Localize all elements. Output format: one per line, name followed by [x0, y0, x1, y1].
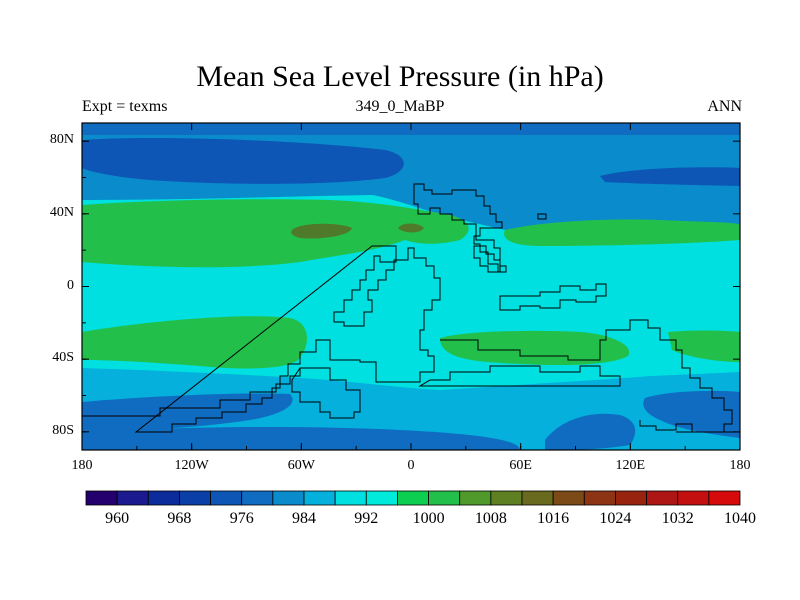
lat-tick-label: 80S [52, 422, 74, 438]
field-south-high-east [668, 330, 740, 362]
field-north-high-core-2 [398, 223, 424, 233]
colorbar-swatch [334, 490, 367, 506]
lon-tick-label: 180 [71, 458, 93, 473]
outline-asia-east [499, 283, 607, 311]
time-label: 349_0_MaBP [355, 98, 445, 115]
colorbar-swatch [583, 490, 616, 506]
colorbar-label: 1024 [599, 510, 632, 527]
outline-south-america-tip [291, 367, 361, 419]
lat-tick-label: 40S [52, 350, 74, 366]
colorbar-swatch [708, 490, 741, 506]
colorbar-label: 1032 [661, 510, 694, 527]
colorbar-label: 960 [105, 510, 130, 527]
outline-antarctic-west [82, 368, 301, 417]
colorbar-swatch [85, 490, 118, 506]
field-north-deep-1 [82, 138, 404, 184]
season-label: ANN [707, 98, 742, 115]
field-south-deep-2 [545, 413, 636, 450]
colorbar-swatch [490, 490, 523, 506]
plot-title: Mean Sea Level Pressure (in hPa) [196, 60, 604, 93]
field-south-high-west [82, 316, 308, 369]
continent-outlines [82, 183, 740, 433]
colorbar-label: 1016 [537, 510, 570, 527]
colorbar-label: 1000 [412, 510, 445, 527]
field-south-high-mid [440, 330, 630, 366]
colorbar-swatch [428, 490, 461, 506]
colorbar-swatch [241, 490, 274, 506]
experiment-label: Expt = texms [82, 98, 168, 115]
colorbar-swatch [552, 490, 585, 506]
colorbar-label: 1008 [474, 510, 507, 527]
lon-tick-label: 180 [729, 458, 751, 473]
lat-tick-label: 80N [49, 132, 74, 148]
outline-australia-strip [418, 365, 621, 387]
colorbar-swatch [521, 490, 554, 506]
outline-africa-europe [413, 183, 507, 273]
colorbar-swatch [147, 490, 180, 506]
axis-ticks [81, 123, 741, 450]
colorbar [85, 490, 741, 506]
colorbar-swatch [397, 490, 429, 506]
colorbar-label: 1040 [724, 510, 756, 527]
lat-tick-label: 40N [49, 204, 74, 220]
lon-tick-label: 120W [174, 458, 209, 473]
field-north-deep-2 [600, 167, 740, 186]
field-north-high [82, 199, 469, 268]
outline-antarctic-mid [440, 319, 733, 433]
colorbar-swatch [116, 490, 149, 506]
colorbar-swatch [210, 490, 243, 506]
colorbar-swatch [179, 490, 211, 506]
colorbar-label: 992 [354, 510, 379, 527]
colorbar-swatch [677, 490, 710, 506]
field-north-high-east [504, 219, 740, 246]
colorbar-swatch [303, 490, 336, 506]
field-south-deep-1 [82, 393, 293, 432]
outline-americas [134, 245, 441, 433]
colorbar-swatch [365, 490, 398, 506]
outline-islands-ne [473, 245, 501, 273]
lon-tick-label: 0 [407, 458, 415, 473]
lon-tick-label: 120E [615, 458, 646, 473]
field-south-deep-3 [643, 390, 740, 438]
colorbar-swatch [646, 490, 679, 506]
colorbar-label: 976 [229, 510, 254, 527]
colorbar-swatch [615, 490, 647, 506]
colorbar-swatch [459, 490, 492, 506]
colorbar-label: 968 [167, 510, 192, 527]
colorbar-label: 984 [292, 510, 316, 527]
outline-small-island [537, 213, 547, 220]
lat-tick-label: 0 [67, 277, 74, 293]
field-north-high-core [291, 223, 352, 239]
pressure-field [82, 123, 740, 450]
colorbar-swatch [272, 490, 305, 506]
lon-tick-label: 60E [509, 458, 532, 473]
lon-tick-label: 60W [287, 458, 315, 473]
